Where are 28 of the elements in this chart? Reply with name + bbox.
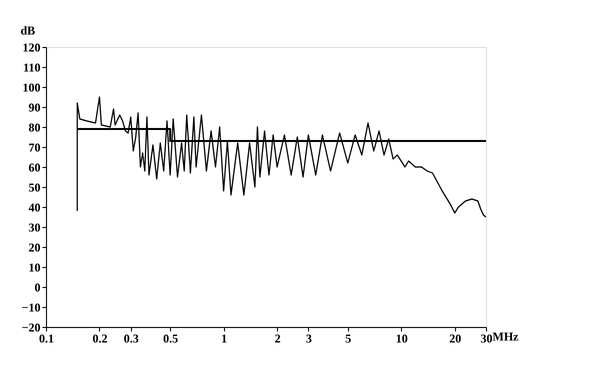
x-tick-label: 0.3 bbox=[124, 332, 139, 346]
y-tick-label: 110 bbox=[23, 60, 40, 74]
y-tick-label: 0 bbox=[34, 280, 40, 294]
y-tick-label: 20 bbox=[28, 240, 40, 254]
y-tick-label: 120 bbox=[22, 40, 40, 54]
y-tick-label: −10 bbox=[22, 300, 40, 314]
x-tick-label: 0.2 bbox=[92, 332, 108, 346]
y-tick-label: 10 bbox=[28, 260, 40, 274]
x-tick-label: 2 bbox=[274, 332, 281, 346]
y-tick-label: −20 bbox=[22, 320, 40, 334]
y-tick-label: 30 bbox=[28, 220, 40, 234]
x-tick-label: 20 bbox=[449, 332, 462, 346]
x-axis-title: MHz bbox=[492, 330, 520, 344]
y-tick-label: 90 bbox=[28, 100, 40, 114]
x-tick-label: 1 bbox=[221, 332, 228, 346]
y-tick-label: 80 bbox=[28, 120, 40, 134]
y-tick-label: 50 bbox=[28, 180, 40, 194]
x-tick-label: 0.5 bbox=[163, 332, 178, 346]
x-tick-label: 30 bbox=[480, 332, 492, 346]
y-tick-label: 100 bbox=[22, 80, 40, 94]
x-tick-label: 0.1 bbox=[39, 332, 54, 346]
y-tick-label: 70 bbox=[28, 140, 40, 154]
y-tick-label: 60 bbox=[28, 160, 40, 174]
x-tick-label: 10 bbox=[396, 332, 408, 346]
y-tick-label: 40 bbox=[28, 200, 40, 214]
x-tick-label: 5 bbox=[345, 332, 352, 346]
x-tick-label: 3 bbox=[306, 332, 312, 346]
y-axis-title: dB bbox=[20, 24, 36, 38]
